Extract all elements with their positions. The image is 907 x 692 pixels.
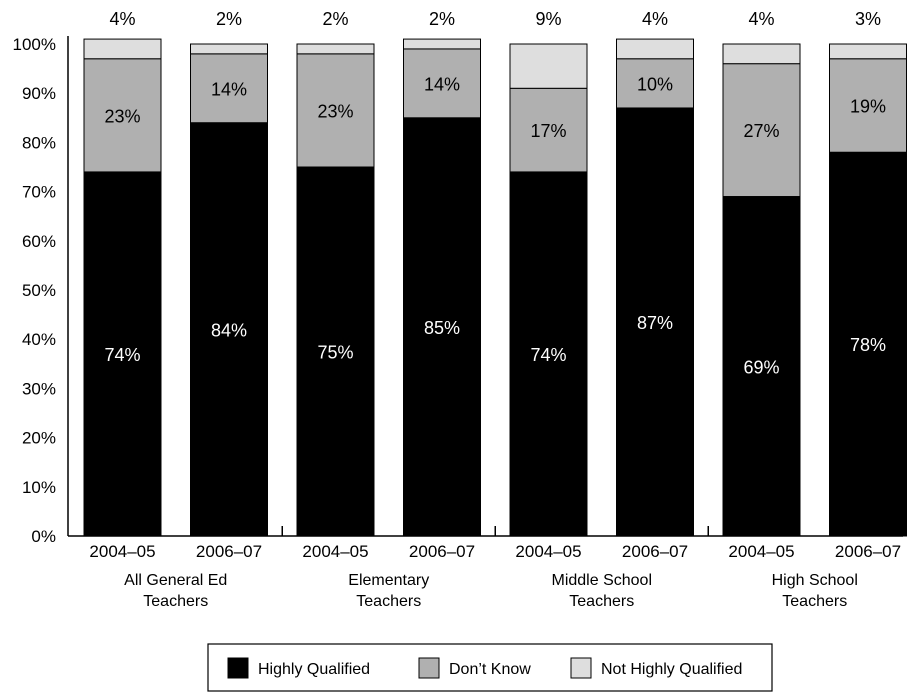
- bar-segment: [829, 151, 907, 537]
- bar-segment: [509, 87, 588, 173]
- data-label: 23%: [317, 101, 353, 121]
- data-label: 84%: [211, 320, 247, 340]
- data-label: 75%: [317, 343, 353, 363]
- bar-segment: [616, 107, 694, 537]
- group-label: Elementary Teachers: [348, 572, 429, 610]
- bar-segment: [190, 43, 268, 55]
- y-tick-label: 0%: [31, 527, 56, 546]
- data-label: 9%: [535, 9, 561, 29]
- data-label: 74%: [530, 345, 566, 365]
- legend-swatch: [227, 657, 249, 679]
- group-label: High School Teachers: [772, 572, 858, 610]
- bar-segment: [722, 63, 801, 198]
- legend-label: Not Highly Qualified: [601, 661, 742, 678]
- bars: 74% 23% 4% 84% 14% 2% 75% 23% 2% 85% 14% 2% 74% 17% 9%…: [83, 9, 907, 537]
- legend-box: [207, 643, 773, 692]
- data-label: 4%: [642, 9, 668, 29]
- bar-segment: [83, 38, 162, 60]
- bar-segment: [403, 117, 481, 537]
- data-label: 14%: [424, 74, 460, 94]
- x-tick-label: 2006–07: [196, 542, 262, 561]
- data-label: 4%: [109, 9, 135, 29]
- y-tick-label: 10%: [22, 478, 56, 497]
- group-label: Middle School Teachers: [552, 572, 653, 610]
- bar-segment: [829, 43, 907, 60]
- data-label: 23%: [104, 106, 140, 126]
- x-tick-label: 2004–05: [89, 542, 155, 561]
- data-label: 74%: [104, 345, 140, 365]
- y-tick-label: 70%: [22, 183, 56, 202]
- data-label: 17%: [530, 121, 566, 141]
- x-tick-label: 2006–07: [409, 542, 475, 561]
- data-label: 3%: [855, 9, 881, 29]
- x-tick-label: 2006–07: [835, 542, 901, 561]
- bar-segment: [190, 53, 268, 124]
- y-axis: 0% 10% 20% 30% 40% 50% 60% 70% 80% 90% 100%: [13, 35, 69, 546]
- bar-segment: [509, 171, 588, 537]
- legend: Highly Qualified Don’t Know Not Highly Qua…: [207, 643, 773, 692]
- legend-swatch: [570, 657, 592, 679]
- bar-segment: [403, 38, 481, 50]
- x-tick-label: 2004–05: [302, 542, 368, 561]
- x-tick-label: 2006–07: [622, 542, 688, 561]
- y-tick-label: 60%: [22, 232, 56, 251]
- y-tick-label: 30%: [22, 379, 56, 398]
- bar-segment: [722, 43, 801, 65]
- y-tick-label: 20%: [22, 429, 56, 448]
- y-tick-label: 50%: [22, 281, 56, 300]
- y-tick-label: 90%: [22, 84, 56, 103]
- data-label: 2%: [216, 9, 242, 29]
- data-label: 2%: [322, 9, 348, 29]
- data-label: 78%: [850, 335, 886, 355]
- data-label: 4%: [748, 9, 774, 29]
- legend-label: Highly Qualified: [258, 661, 370, 678]
- data-label: 14%: [211, 79, 247, 99]
- bar-segment: [403, 48, 481, 119]
- data-label: 19%: [850, 97, 886, 117]
- x-axis: 2004–05 2006–07 2004–05 2006–07 2004–05 2006–…: [68, 526, 903, 610]
- bar-segment: [616, 38, 694, 60]
- legend-label: Don’t Know: [449, 661, 531, 678]
- data-label: 69%: [743, 357, 779, 377]
- x-tick-label: 2004–05: [515, 542, 581, 561]
- y-tick-label: 40%: [22, 330, 56, 349]
- bar-segment: [296, 166, 375, 537]
- bar-segment: [829, 58, 907, 153]
- group-label: All General Ed Teachers: [124, 572, 227, 610]
- data-label: 2%: [429, 9, 455, 29]
- bar-segment: [296, 53, 375, 168]
- y-tick-label: 100%: [13, 35, 56, 54]
- bar-segment: [616, 58, 694, 109]
- x-tick-label: 2004–05: [728, 542, 794, 561]
- bar-segment: [83, 58, 162, 173]
- legend-swatch: [418, 657, 440, 679]
- data-label: 27%: [743, 121, 779, 141]
- data-label: 87%: [637, 313, 673, 333]
- bar-segment: [722, 196, 801, 537]
- data-label: 85%: [424, 318, 460, 338]
- y-tick-label: 80%: [22, 133, 56, 152]
- data-label: 10%: [637, 74, 673, 94]
- bar-segment: [296, 43, 375, 55]
- bar-segment: [509, 43, 588, 89]
